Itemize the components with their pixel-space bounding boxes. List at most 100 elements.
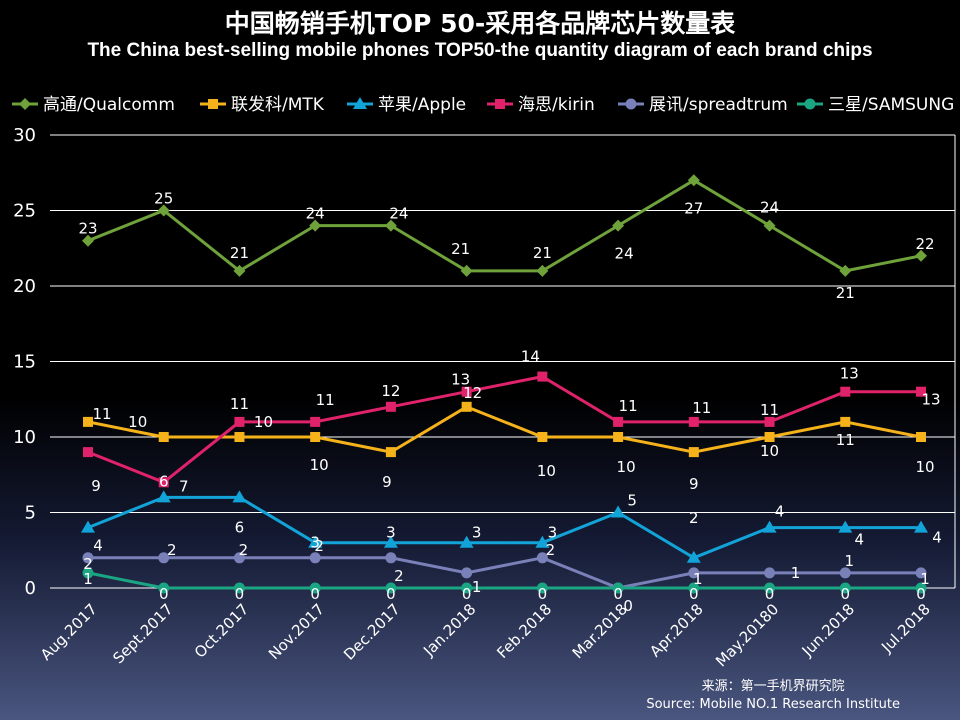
data-label: 0 bbox=[689, 585, 699, 603]
data-point bbox=[459, 535, 474, 548]
data-point bbox=[385, 552, 397, 564]
data-point bbox=[763, 219, 776, 232]
data-point bbox=[536, 264, 549, 277]
source-cn: 来源：第一手机界研究院 bbox=[701, 679, 845, 694]
legend-label: 联发科/MTK bbox=[231, 95, 325, 115]
data-label: 0 bbox=[235, 585, 245, 603]
data-point bbox=[536, 552, 548, 564]
data-label: 22 bbox=[915, 235, 934, 253]
data-label: 9 bbox=[91, 477, 101, 495]
data-label: 0 bbox=[623, 597, 633, 615]
data-label: 13 bbox=[840, 365, 859, 383]
data-label: 0 bbox=[159, 585, 169, 603]
data-label: 2 bbox=[546, 541, 556, 559]
data-label: 6 bbox=[235, 518, 245, 536]
data-label: 3 bbox=[472, 524, 482, 542]
gridlines bbox=[50, 134, 956, 589]
data-label: 11 bbox=[836, 431, 855, 449]
data-point bbox=[688, 582, 700, 594]
data-label: 5 bbox=[627, 492, 637, 510]
legend-item-4: 展讯/spreadtrum bbox=[618, 95, 788, 115]
data-label: 12 bbox=[463, 384, 482, 402]
data-label: 1 bbox=[83, 570, 93, 588]
series-1 bbox=[83, 401, 926, 458]
data-point bbox=[612, 582, 624, 594]
data-point bbox=[310, 432, 321, 442]
data-point bbox=[385, 401, 396, 412]
x-tick-label: Dec.2017 bbox=[340, 600, 404, 664]
data-label: 3 bbox=[386, 524, 396, 542]
data-label: 2 bbox=[167, 541, 177, 559]
data-point bbox=[764, 416, 775, 427]
data-label: 27 bbox=[684, 199, 703, 217]
data-label: 4 bbox=[932, 529, 942, 547]
source-en: Source: Mobile NO.1 Research Institute bbox=[646, 697, 900, 712]
series-line bbox=[87, 571, 921, 590]
data-label: 21 bbox=[230, 244, 249, 262]
data-point bbox=[82, 234, 94, 247]
x-tick-label: Apr.2018 bbox=[646, 600, 706, 660]
data-label: 1 bbox=[693, 570, 703, 588]
data-point bbox=[686, 550, 701, 563]
data-point bbox=[308, 535, 323, 548]
data-point bbox=[461, 582, 473, 594]
data-point bbox=[613, 432, 624, 442]
data-point bbox=[687, 174, 700, 187]
data-label: 24 bbox=[615, 245, 634, 263]
data-label: 2 bbox=[314, 537, 324, 555]
y-tick-label: 25 bbox=[13, 201, 36, 222]
data-point bbox=[460, 264, 473, 277]
data-point bbox=[385, 582, 397, 594]
series-0 bbox=[82, 174, 927, 277]
data-label: 3 bbox=[548, 524, 558, 542]
legend-label: 海思/kirin bbox=[518, 95, 595, 115]
data-point bbox=[688, 416, 699, 427]
data-label: 1 bbox=[920, 570, 930, 588]
data-label: 24 bbox=[306, 205, 325, 223]
x-tick-label: Mar.2018 bbox=[569, 600, 631, 662]
data-label: 10 bbox=[760, 442, 779, 460]
data-point bbox=[840, 386, 851, 397]
data-point bbox=[915, 567, 927, 579]
data-point bbox=[309, 552, 321, 564]
data-label: 10 bbox=[128, 413, 147, 431]
legend-item-1: 联发科/MTK bbox=[200, 95, 325, 115]
data-label: 23 bbox=[78, 220, 97, 238]
data-point bbox=[613, 416, 624, 427]
series-line bbox=[88, 556, 921, 590]
data-label: 0 bbox=[613, 585, 623, 603]
data-label: 2 bbox=[689, 509, 699, 527]
data-label: 13 bbox=[921, 391, 940, 409]
data-point bbox=[840, 416, 851, 427]
data-label: 24 bbox=[389, 205, 408, 223]
data-point bbox=[81, 520, 95, 533]
legend-item-5: 三星/SAMSUNG bbox=[797, 95, 954, 115]
data-point bbox=[764, 432, 775, 442]
legend-marker bbox=[804, 98, 816, 110]
x-tick-label: May.20180 bbox=[712, 600, 782, 670]
legend-label: 三星/SAMSUNG bbox=[828, 95, 954, 115]
data-label: 11 bbox=[230, 395, 249, 413]
data-point bbox=[914, 520, 928, 533]
data-point bbox=[461, 401, 472, 412]
data-point bbox=[156, 490, 171, 503]
legend-marker bbox=[625, 98, 637, 110]
data-label: 4 bbox=[854, 531, 864, 549]
legend-marker bbox=[19, 98, 31, 110]
x-tick-label: Feb.2018 bbox=[493, 600, 555, 662]
data-point bbox=[309, 582, 321, 594]
data-point bbox=[234, 416, 245, 427]
data-point bbox=[764, 567, 776, 579]
data-point bbox=[82, 552, 94, 564]
data-label: 2 bbox=[83, 555, 93, 573]
y-tick-label: 5 bbox=[25, 503, 36, 524]
data-label: 10 bbox=[310, 456, 329, 474]
y-tick-label: 20 bbox=[13, 276, 36, 297]
x-tick-label: Oct.2017 bbox=[191, 600, 252, 661]
series-line bbox=[87, 178, 922, 273]
y-tick-label: 0 bbox=[25, 578, 36, 599]
data-point bbox=[233, 552, 245, 564]
source-note: 来源：第一手机界研究院 Source: Mobile NO.1 Research… bbox=[646, 678, 900, 714]
data-point bbox=[234, 432, 245, 442]
